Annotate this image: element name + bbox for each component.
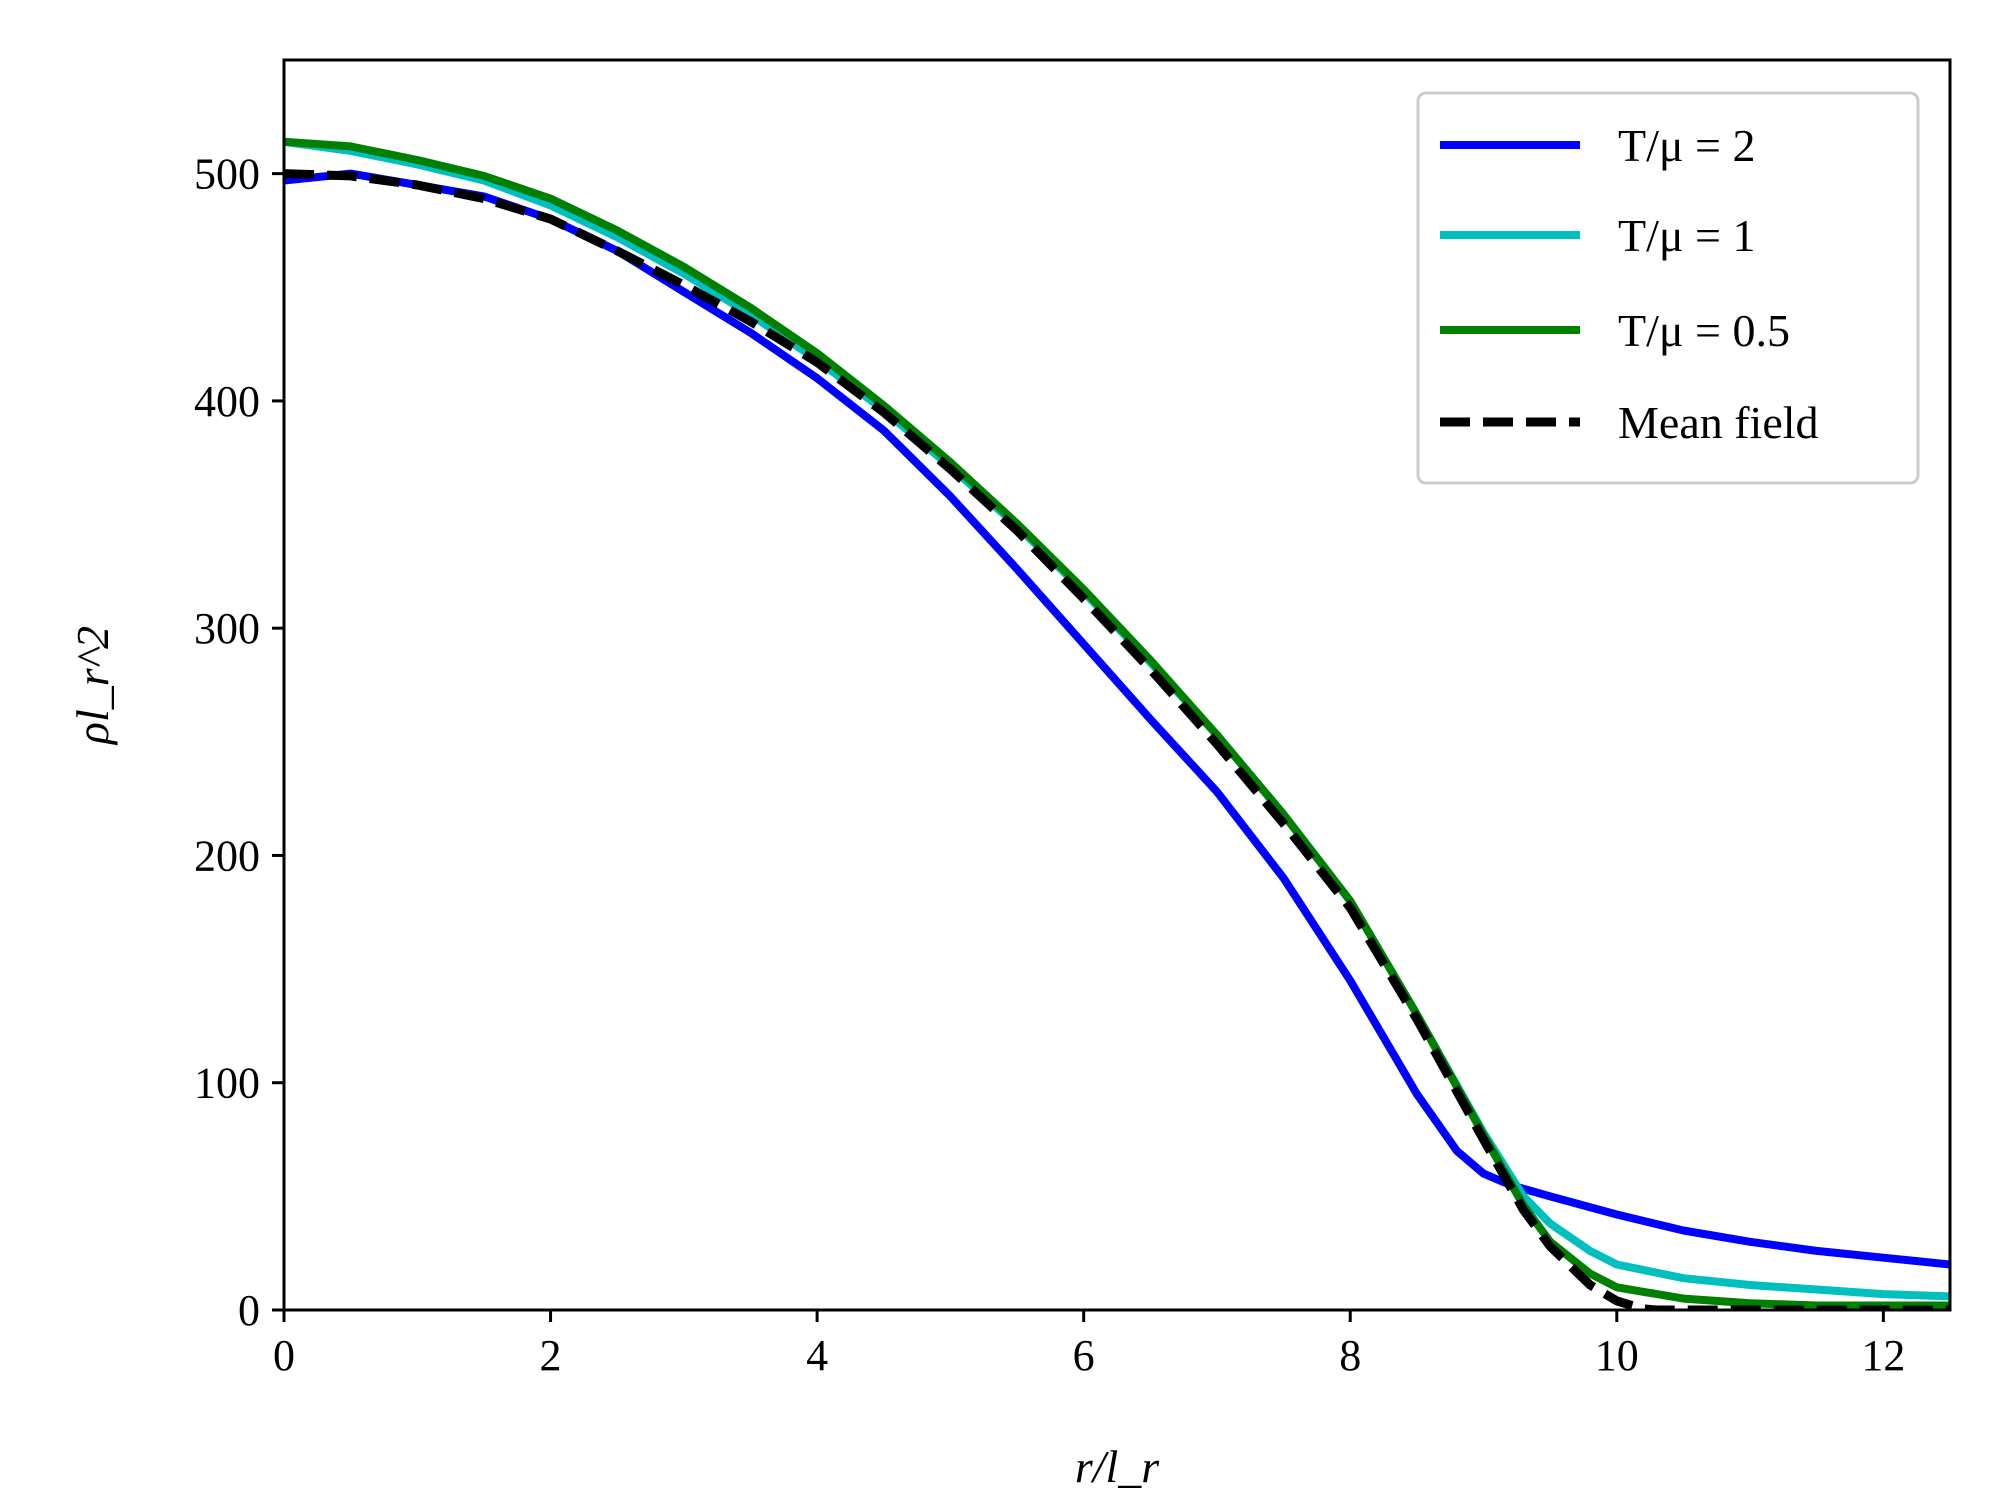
legend-label-1: T/μ = 2 [1618,120,1755,171]
y-tick-label: 100 [194,1059,260,1108]
x-tick-label: 4 [806,1331,828,1380]
x-tick-label: 2 [540,1331,562,1380]
plot-frame [282,58,1952,1312]
x-axis-label: r/l_r [1075,1441,1160,1492]
y-tick-label: 0 [238,1286,260,1335]
x-tick-label: 12 [1861,1331,1905,1380]
x-tick-label: 8 [1339,1331,1361,1380]
x-tick-label: 6 [1073,1331,1095,1380]
series-line-3 [284,137,1950,1310]
x-tick-label: 0 [273,1331,295,1380]
legend-label-2: T/μ = 1 [1618,210,1755,261]
y-tick-label: 300 [194,604,260,653]
legend: T/μ = 2 T/μ = 1 T/μ = 0.5 Mean field [1416,91,1920,485]
x-tick-label: 10 [1595,1331,1639,1380]
x-axis-ticks: 0 2 4 6 8 10 12 [273,1310,1905,1380]
y-tick-label: 500 [194,150,260,199]
legend-label-3: T/μ = 0.5 [1618,305,1790,356]
series-line-4 [284,169,1950,1310]
legend-box [1416,91,1920,485]
y-tick-label: 400 [194,377,260,426]
series-layer [284,137,1950,1310]
y-tick-label: 200 [194,831,260,880]
legend-label-4: Mean field [1618,397,1819,448]
y-axis-ticks: 0 100 200 300 400 500 [194,150,284,1335]
y-axis-label: ρl_r^2 [67,626,118,746]
